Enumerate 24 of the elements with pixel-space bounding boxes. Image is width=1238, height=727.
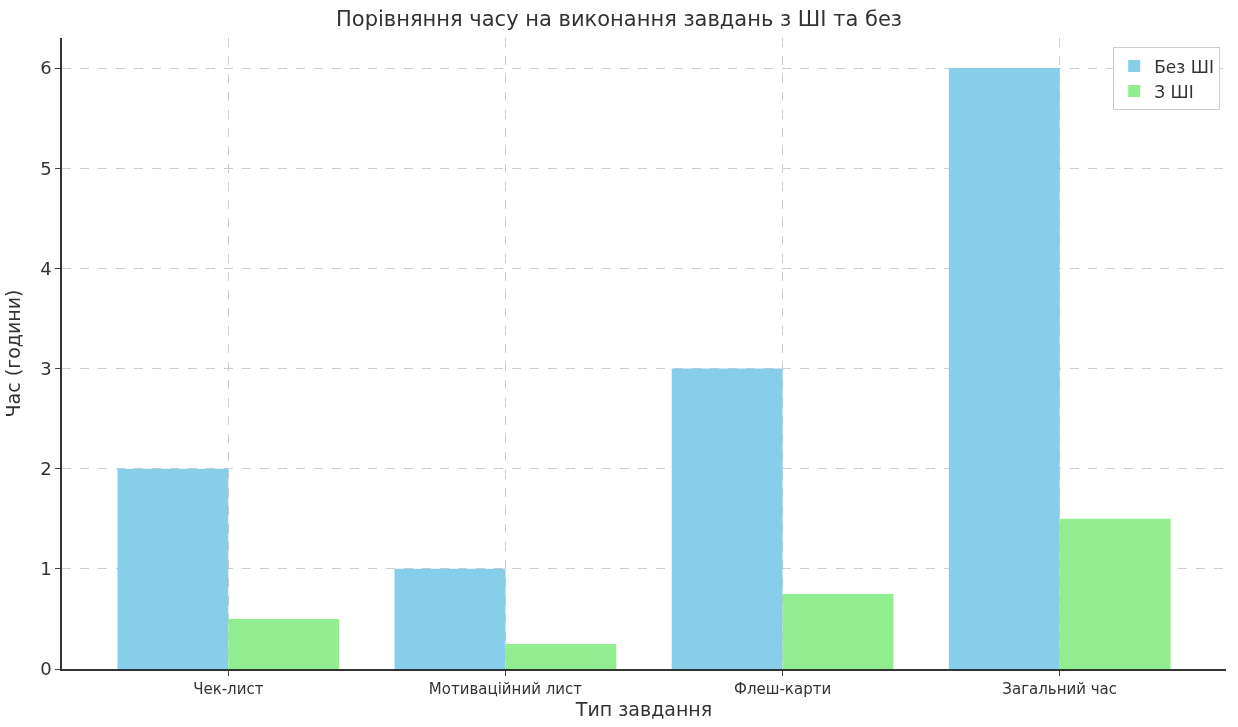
y-tick-label: 1 [40, 558, 52, 580]
y-tick-label: 5 [40, 157, 52, 179]
x-tick-label: Загальний час [1002, 679, 1118, 698]
bar [782, 593, 894, 669]
legend-label: З ШІ [1154, 81, 1194, 102]
legend-label: Без ШІ [1154, 56, 1214, 77]
bar [1059, 518, 1171, 669]
bar [228, 618, 340, 669]
bar [394, 568, 506, 669]
x-tick-label: Чек-лист [193, 679, 264, 698]
y-tick-label: 3 [40, 357, 52, 379]
y-tick-label: 0 [40, 658, 52, 680]
y-tick-label: 2 [40, 457, 52, 479]
x-axis-title: Тип завдання [574, 697, 713, 720]
x-tick-label: Мотиваційний лист [428, 679, 583, 698]
bar [671, 368, 783, 669]
y-tick-label: 4 [40, 257, 52, 279]
bar [117, 468, 229, 669]
x-tick-label: Флеш-карти [734, 679, 832, 698]
y-axis-title: Час (години) [1, 289, 24, 418]
bar [948, 68, 1060, 669]
chart-title: Порівняння часу на виконання завдань з ШІ та без [336, 6, 902, 31]
bar [505, 643, 617, 669]
y-tick-label: 6 [40, 57, 52, 79]
